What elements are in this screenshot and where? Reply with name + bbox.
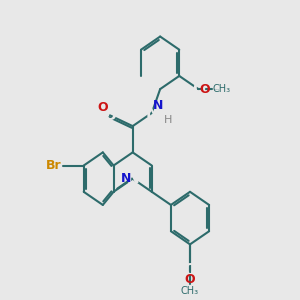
Text: O: O (103, 108, 116, 123)
Text: N: N (126, 171, 139, 186)
Text: N: N (153, 99, 164, 112)
Text: H: H (164, 116, 172, 125)
Text: methoxy: methoxy (213, 88, 220, 90)
Text: O: O (200, 82, 210, 96)
Text: O: O (192, 82, 205, 97)
Text: CH₃: CH₃ (181, 286, 199, 296)
Text: O: O (185, 273, 195, 286)
Text: Br: Br (46, 159, 62, 172)
Text: O: O (184, 263, 196, 278)
Text: O: O (98, 101, 108, 114)
Text: CH₃: CH₃ (213, 84, 231, 94)
Text: N: N (120, 172, 131, 185)
Text: N: N (146, 106, 158, 121)
